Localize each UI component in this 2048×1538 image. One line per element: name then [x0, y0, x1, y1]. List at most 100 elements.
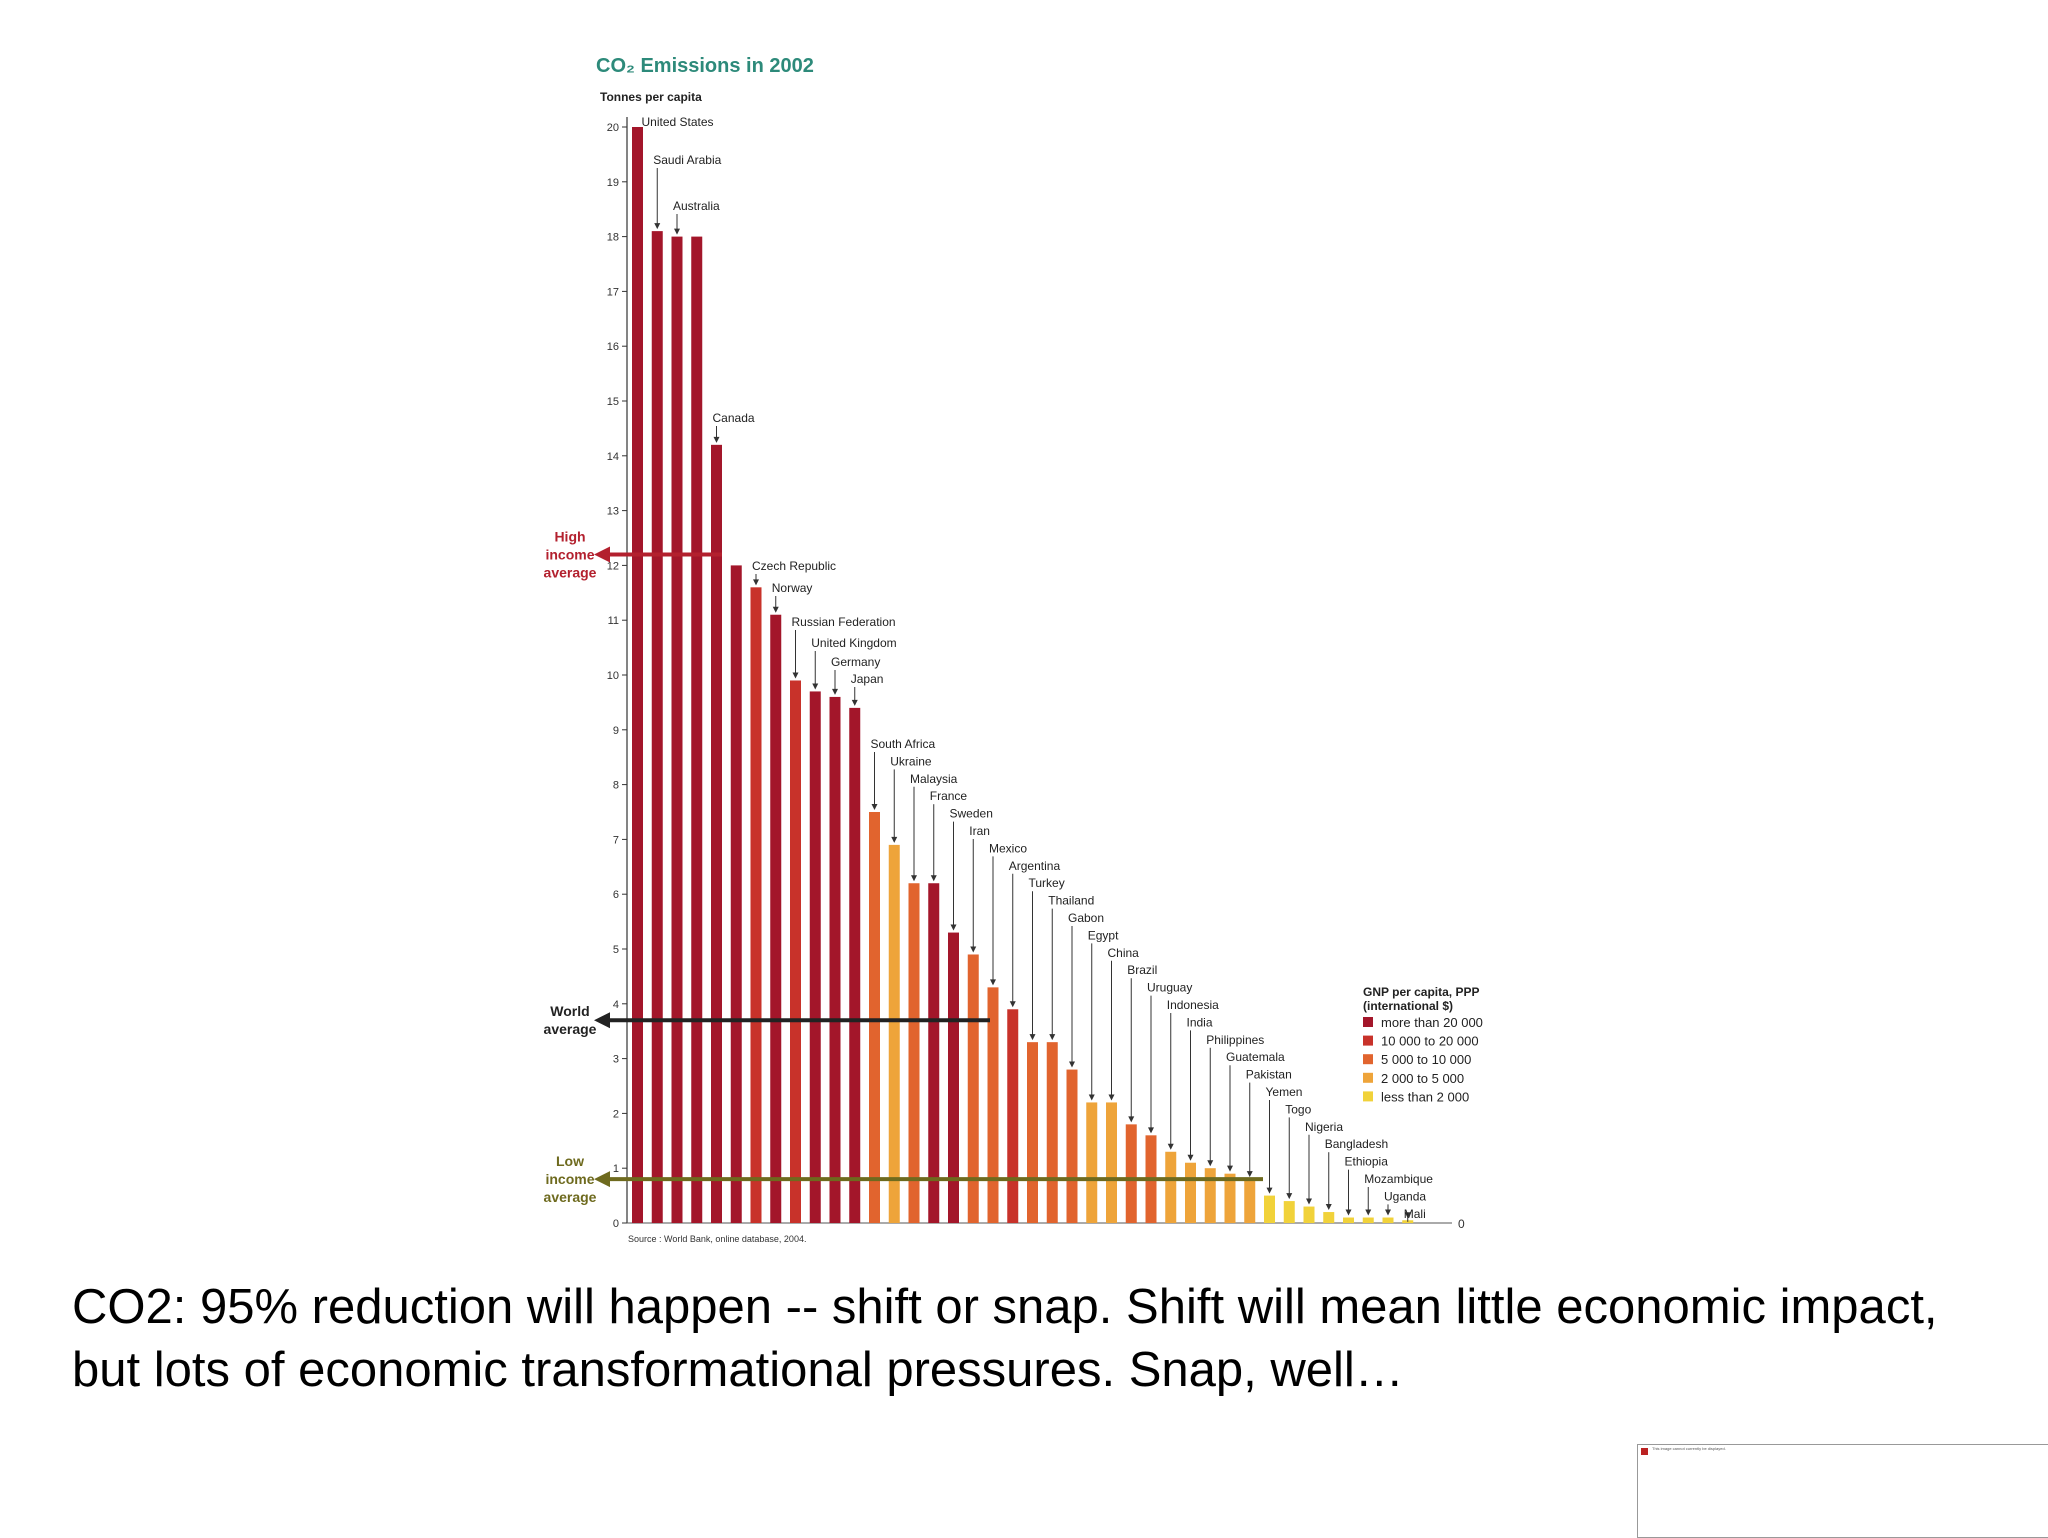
- leader-arrow: [1108, 1094, 1115, 1101]
- legend-swatch-upper_mid: [1363, 1035, 1373, 1046]
- slide-caption: CO2: 95% reduction will happen -- shift …: [72, 1280, 1938, 1397]
- leader-arrow: [812, 683, 819, 690]
- leader-arrow: [674, 228, 680, 235]
- category-label: Malaysia: [910, 772, 958, 786]
- bar-3: [691, 236, 703, 1224]
- chart-title: CO₂ Emissions in 2002: [596, 55, 814, 77]
- leader-arrow: [1167, 1143, 1174, 1150]
- y-tick-label: 7: [613, 834, 619, 846]
- bar-0: [632, 127, 643, 1223]
- bar-4: [711, 444, 722, 1224]
- y-tick-label: 20: [607, 122, 619, 134]
- bar-25: [1125, 1124, 1137, 1223]
- category-label: Germany: [831, 655, 880, 669]
- leader-arrow: [1187, 1154, 1194, 1161]
- leader-arrow: [1404, 1212, 1411, 1219]
- y-tick-label: 16: [607, 341, 619, 353]
- low_income_average-arrow: [594, 1171, 610, 1188]
- leader-arrow: [654, 223, 661, 230]
- legend-label-upper_mid: 10 000 to 20 000: [1381, 1034, 1479, 1049]
- bar-6: [750, 587, 762, 1223]
- leader-arrow: [1069, 1061, 1075, 1068]
- bar-34: [1303, 1206, 1315, 1223]
- world_average-label: World: [550, 1003, 589, 1019]
- category-label: Togo: [1285, 1102, 1311, 1116]
- bar-27: [1165, 1151, 1177, 1223]
- bar-17: [967, 954, 979, 1223]
- category-label: Iran: [969, 824, 990, 838]
- category-label: France: [930, 789, 968, 803]
- bar-38: [1382, 1217, 1394, 1223]
- leader-arrow: [1148, 1127, 1154, 1134]
- leader-arrow: [772, 606, 779, 613]
- legend-swatch-high: [1363, 1017, 1373, 1027]
- bar-2: [671, 236, 683, 1224]
- leader-arrow: [1306, 1198, 1312, 1205]
- bar-23: [1086, 1102, 1098, 1223]
- leader-arrow: [851, 699, 858, 706]
- high_income_average-label: average: [544, 564, 597, 580]
- category-label: Ethiopia: [1345, 1155, 1389, 1169]
- y-tick-label: 18: [607, 232, 619, 244]
- bar-9: [809, 691, 821, 1223]
- legend-label-low: less than 2 000: [1381, 1089, 1469, 1104]
- high_income_average-label: income: [545, 546, 594, 562]
- leader-arrow: [1227, 1165, 1233, 1172]
- y-tick-label: 9: [613, 725, 619, 737]
- y-tick-label: 5: [613, 944, 619, 956]
- bar-16: [948, 932, 959, 1223]
- source-note: Source : World Bank, online database, 20…: [628, 1234, 806, 1244]
- leader-arrow: [930, 875, 937, 882]
- y-tick-label: 2: [613, 1108, 619, 1120]
- bar-10: [829, 696, 841, 1223]
- category-label: Uganda: [1384, 1189, 1426, 1203]
- low_income_average-label: income: [545, 1171, 594, 1187]
- category-label: Bangladesh: [1325, 1137, 1388, 1151]
- y-tick-label: 1: [613, 1163, 619, 1175]
- legend-label-mid: 5 000 to 10 000: [1381, 1052, 1471, 1067]
- bar-35: [1323, 1212, 1335, 1223]
- y-tick-label: 6: [613, 889, 619, 901]
- legend-swatch-mid: [1363, 1054, 1373, 1065]
- category-label: India: [1187, 1015, 1213, 1029]
- bar-31: [1244, 1179, 1256, 1223]
- category-label: Australia: [673, 199, 720, 213]
- category-label: Japan: [851, 672, 884, 686]
- leader-arrow: [1365, 1209, 1372, 1216]
- category-label: Nigeria: [1305, 1120, 1343, 1134]
- legend-label-low_mid: 2 000 to 5 000: [1381, 1071, 1464, 1086]
- category-label: Turkey: [1029, 876, 1065, 890]
- leader-arrow: [792, 672, 799, 679]
- bar-5: [730, 565, 742, 1223]
- category-label: Indonesia: [1167, 998, 1219, 1012]
- category-label: Russian Federation: [792, 615, 896, 629]
- leader-arrow: [753, 579, 759, 586]
- y-tick-label: 4: [613, 999, 619, 1011]
- leader-arrow: [891, 836, 898, 843]
- y-tick-label: 17: [607, 286, 619, 298]
- bar-36: [1343, 1217, 1354, 1223]
- category-label: Mexico: [989, 841, 1027, 855]
- category-label: Mali: [1404, 1207, 1426, 1221]
- bar-37: [1362, 1217, 1374, 1223]
- leader-arrow: [1325, 1204, 1332, 1211]
- bar-22: [1066, 1069, 1078, 1223]
- y-tick-label: 0: [613, 1218, 619, 1230]
- leader-arrow: [1286, 1193, 1293, 1200]
- category-label: Mozambique: [1364, 1172, 1433, 1186]
- category-label: China: [1108, 946, 1140, 960]
- bar-15: [928, 883, 940, 1223]
- bar-7: [770, 614, 782, 1223]
- category-label: Norway: [772, 581, 813, 595]
- leader-arrow: [1266, 1187, 1273, 1194]
- category-label: Saudi Arabia: [653, 153, 721, 167]
- category-label: Gabon: [1068, 911, 1104, 925]
- y-tick-label: 11: [608, 615, 619, 627]
- category-label: Thailand: [1048, 894, 1094, 908]
- legend-swatch-low_mid: [1363, 1072, 1373, 1083]
- bar-14: [908, 883, 920, 1223]
- y-tick-label: 13: [607, 506, 619, 518]
- y-tick-label: 8: [613, 780, 619, 792]
- co2-emissions-chart: CO₂ Emissions in 2002 Tonnes per capita 0 1…: [544, 55, 1483, 1244]
- right-zero-label: 0: [1458, 1217, 1465, 1231]
